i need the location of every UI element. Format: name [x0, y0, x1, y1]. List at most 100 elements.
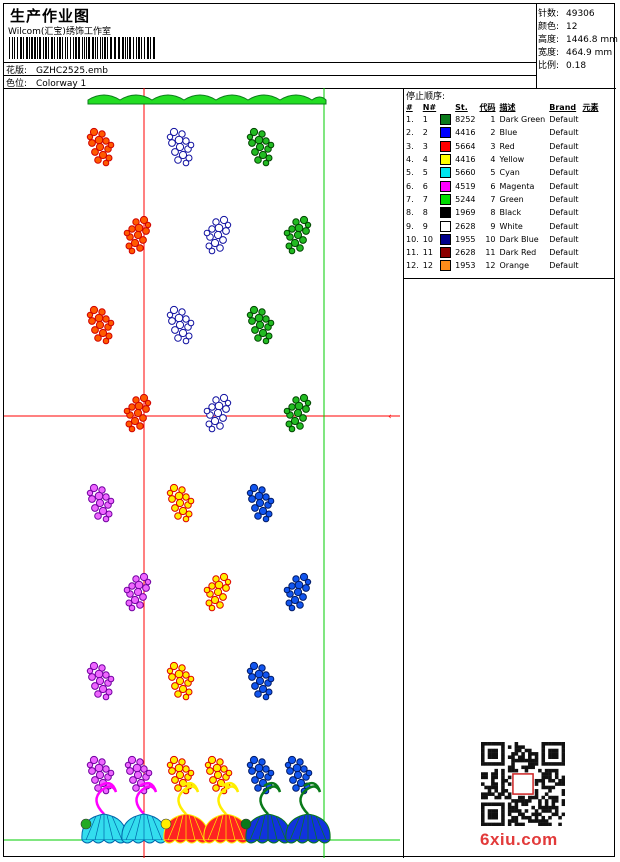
- qr-module: [504, 778, 509, 783]
- qr-module: [501, 792, 505, 796]
- qr-module: [554, 762, 559, 766]
- barcode-bar: [51, 37, 53, 59]
- stat-colors: 颜色: 12: [538, 19, 577, 32]
- barcode-bar: [31, 37, 33, 59]
- qr-module: [514, 745, 519, 749]
- row-index: 1.: [406, 115, 414, 125]
- qr-module: [521, 758, 525, 763]
- row-needle: 11: [422, 248, 433, 258]
- qr-module: [541, 748, 546, 753]
- scallop-border-top: [87, 94, 327, 105]
- embroidery-motif: [246, 305, 275, 345]
- qr-module: [551, 762, 556, 766]
- qr-module: [494, 809, 498, 813]
- row-swatch: [438, 246, 453, 259]
- qr-module: [528, 758, 532, 763]
- qr-module: [534, 755, 539, 759]
- row-element: [581, 233, 601, 246]
- qr-module: [554, 755, 559, 759]
- qr-module: [524, 758, 529, 763]
- qr-module: [548, 755, 552, 759]
- row-needle: 3: [422, 141, 428, 151]
- row-code: 1: [490, 115, 496, 125]
- qr-module: [554, 775, 559, 780]
- qr-module: [551, 795, 556, 800]
- stat-scale-label: 比例:: [538, 61, 560, 71]
- qr-module: [484, 802, 488, 807]
- qr-logo-icon: [512, 773, 534, 795]
- qr-module: [487, 785, 492, 790]
- qr-module: [541, 755, 546, 759]
- qr-module: [514, 802, 519, 807]
- color-swatch: [440, 140, 452, 152]
- qr-module: [517, 809, 522, 813]
- qr-module: [507, 745, 512, 749]
- barcode-bar: [73, 37, 74, 59]
- qr-module: [548, 768, 552, 773]
- row-element: [581, 166, 601, 179]
- qr-module: [511, 809, 515, 813]
- qr-module: [541, 809, 546, 813]
- qr-module: [534, 782, 539, 786]
- barcode-bar: [67, 37, 68, 59]
- barcode-bar: [86, 37, 87, 59]
- qr-module: [481, 815, 485, 820]
- row-swatch: [438, 140, 453, 153]
- qr-module: [534, 819, 539, 823]
- row-code: 8: [490, 208, 496, 218]
- color-swatch: [440, 247, 452, 259]
- qr-module: [514, 815, 519, 820]
- row-stitches: 5244: [455, 194, 476, 204]
- qr-module: [548, 748, 552, 753]
- qr-module: [497, 795, 502, 800]
- table-row: 7. 7 5244 7 Green Default: [404, 193, 601, 206]
- qr-module: [514, 822, 519, 826]
- row-swatch: [438, 206, 453, 219]
- qr-module: [534, 815, 539, 820]
- qr-module: [497, 762, 502, 766]
- fan-motif: [245, 813, 291, 844]
- col-element: 元素: [582, 102, 599, 112]
- qr-module: [528, 765, 532, 770]
- qr-module: [541, 822, 546, 826]
- curl-stem: [259, 781, 282, 815]
- qr-module: [548, 785, 552, 790]
- qr-module: [531, 812, 535, 817]
- row-index: 5.: [406, 168, 414, 178]
- barcode-bar: [122, 37, 124, 59]
- stat-stitches-label: 针数:: [538, 9, 560, 19]
- table-row: 3. 3 5664 3 Red Default: [404, 140, 601, 153]
- color-swatch: [440, 260, 452, 272]
- qr-module: [481, 819, 485, 823]
- table-row: 11. 11 2628 11 Dark Red Default: [404, 246, 601, 259]
- barcode-bar: [104, 37, 106, 59]
- qr-module: [554, 795, 559, 800]
- col-brand: Brand: [549, 102, 577, 112]
- row-description: Green: [499, 194, 524, 204]
- qr-module: [487, 748, 492, 753]
- row-index: 11.: [406, 248, 419, 258]
- qr-module: [494, 772, 498, 776]
- col-code: 代码: [479, 102, 496, 112]
- row-description: Black: [499, 208, 522, 218]
- table-row: 6. 6 4519 6 Magenta Default: [404, 179, 601, 192]
- qr-module: [481, 772, 485, 776]
- qr-module: [561, 778, 565, 783]
- row-swatch: [438, 233, 453, 246]
- qr-module: [481, 742, 485, 746]
- stat-width-label: 宽度:: [538, 48, 560, 58]
- stat-height: 高度: 1446.8 mm: [538, 32, 618, 45]
- color-swatch: [440, 207, 452, 219]
- barcode-bar: [88, 37, 90, 59]
- header-divider: [4, 75, 536, 76]
- qr-module: [551, 752, 556, 756]
- row-code: 4: [490, 155, 496, 165]
- embroidery-motif: [86, 483, 115, 523]
- embroidery-motif: [123, 572, 152, 612]
- qr-module: [501, 822, 505, 826]
- qr-module: [481, 812, 485, 817]
- qr-module: [514, 805, 519, 810]
- col-stitches: St.: [455, 102, 468, 112]
- qr-module: [514, 768, 519, 773]
- qr-module: [501, 758, 505, 763]
